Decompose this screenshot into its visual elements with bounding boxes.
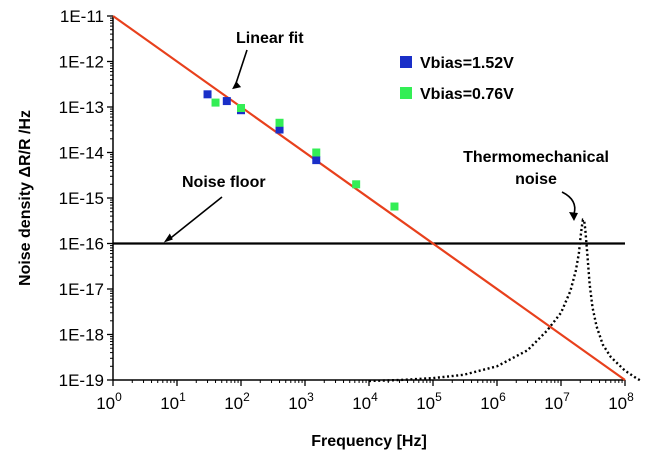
y-tick-label: 1E-13 (59, 98, 104, 117)
y-axis-title: Noise density ΔR/R /Hz (17, 110, 34, 286)
annotation-linear-fit: Linear fit (236, 30, 304, 47)
x-tick-label: 108 (608, 390, 634, 413)
y-axis: 1E-11 1E-12 1E-13 1E-14 1E-15 1E-16 1E-17 1E-18… (59, 7, 113, 390)
x-axis: 100 101 102 103 104 105 106 107 108 (96, 380, 634, 413)
data-point-series-2 (237, 104, 245, 113)
x-tick-label: 100 (96, 390, 122, 413)
linear-fit-line (112, 15, 626, 381)
y-tick-label: 1E-15 (59, 189, 104, 208)
legend-label: Vbias=1.52V (420, 55, 514, 72)
y-tick-label: 1E-18 (59, 326, 104, 345)
x-tick-label: 107 (544, 390, 570, 413)
data-point-series-2 (312, 148, 321, 157)
y-tick-label: 1E-16 (59, 235, 104, 254)
y-tick-label: 1E-19 (59, 371, 104, 390)
linear-fit-arrow (234, 49, 248, 87)
y-tick-label: 1E-17 (59, 280, 104, 299)
y-tick-label: 1E-11 (60, 7, 104, 26)
data-point-series-2 (211, 98, 220, 107)
data-point-series-1 (312, 156, 321, 165)
data-point-series-1 (275, 125, 284, 134)
annotation-noise-floor: Noise floor (182, 174, 266, 191)
x-tick-label: 101 (160, 390, 186, 413)
x-tick-label: 106 (480, 390, 506, 413)
legend-swatch (400, 87, 412, 99)
arrowhead-icon (163, 233, 173, 243)
data-points (203, 90, 399, 211)
x-tick-label: 103 (288, 390, 314, 413)
legend: Vbias=1.52V Vbias=0.76V (400, 55, 514, 103)
data-point-series-1 (203, 90, 212, 99)
y-tick-label: 1E-12 (59, 53, 104, 72)
x-tick-label: 105 (416, 390, 442, 413)
legend-swatch (400, 56, 412, 68)
data-point-series-2 (352, 180, 361, 189)
annotations: Linear fit Noise floor Thermomechanical noi… (163, 30, 609, 243)
thermomechanical-arrow (561, 191, 576, 215)
x-tick-label: 102 (224, 390, 250, 413)
y-tick-label: 1E-14 (59, 144, 104, 163)
x-tick-label: 104 (352, 390, 378, 413)
data-point-series-2 (390, 202, 399, 211)
legend-label: Vbias=0.76V (420, 86, 514, 103)
noise-floor-arrow (168, 196, 223, 241)
annotation-noise: noise (515, 171, 557, 188)
x-axis-title: Frequency [Hz] (311, 433, 427, 450)
curves (112, 15, 642, 383)
data-point-series-1 (222, 97, 231, 106)
thermomechanical-noise-curve (368, 218, 642, 383)
data-point-series-2 (275, 118, 284, 127)
annotation-thermomechanical: Thermomechanical (463, 149, 609, 166)
arrowhead-icon (569, 212, 578, 221)
arrowhead-icon (232, 81, 242, 90)
